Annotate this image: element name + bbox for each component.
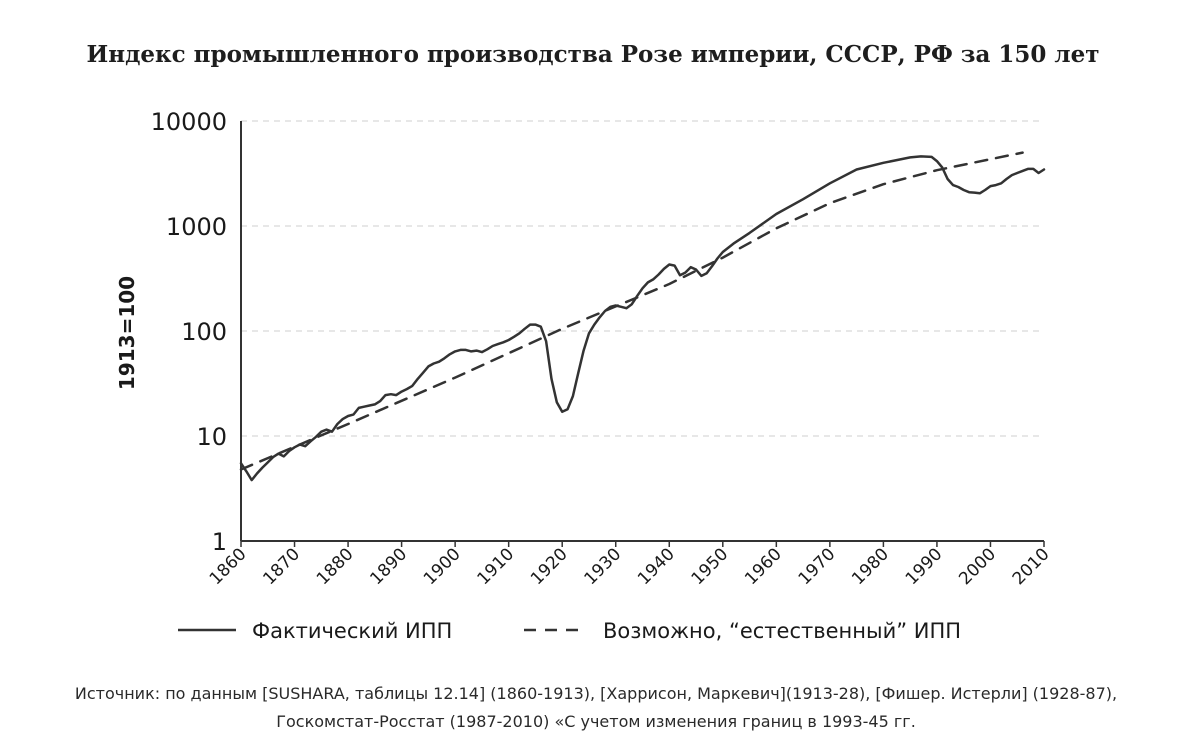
x-tick-label: 1950 — [688, 544, 733, 589]
y-tick-labels: 1 10 100 1000 10000 — [151, 108, 227, 556]
x-tick-label: 1980 — [848, 544, 893, 589]
source-line-2: Госкомстат-Росстат (1987-2010) «С учетом… — [276, 712, 916, 731]
series-lines — [239, 151, 1046, 482]
x-tick-label: 1960 — [741, 544, 786, 589]
x-tick-label: 1880 — [313, 544, 358, 589]
x-tick-label: 1910 — [473, 544, 518, 589]
grid — [241, 120, 1044, 437]
x-tick-label: 1940 — [634, 544, 679, 589]
series-line-actual — [239, 155, 1046, 482]
y-tick-label: 10 — [196, 423, 227, 451]
x-tick-label: 1990 — [902, 544, 947, 589]
y-tick-label: 10000 — [151, 108, 227, 136]
x-tick-label: 1890 — [366, 544, 411, 589]
x-tick-label: 1870 — [259, 544, 304, 589]
x-tick-label: 1920 — [527, 544, 572, 589]
chart-title: Индекс промышленного производства Розе и… — [87, 41, 1100, 68]
x-tick-label: 1970 — [795, 544, 840, 589]
x-tick-label: 1930 — [581, 544, 626, 589]
legend-label-actual: Фактический ИПП — [252, 619, 452, 643]
y-axis-label: 1913=100 — [115, 276, 139, 390]
series-line-natural — [239, 151, 1024, 471]
x-tick-label: 2000 — [955, 544, 1000, 589]
x-tick-label: 1900 — [420, 544, 465, 589]
y-tick-label: 1000 — [166, 213, 227, 241]
legend-label-natural: Возможно, “естественный” ИПП — [603, 619, 961, 643]
source-line-1: Источник: по данным [SUSHARA, таблицы 12… — [75, 684, 1117, 703]
legend: Фактический ИПП Возможно, “естественный”… — [178, 619, 961, 643]
x-tick-labels: 1860 1870 1880 1890 1900 1910 1920 1930 1940 1950… — [206, 541, 1054, 589]
x-tick-label: 2010 — [1009, 544, 1054, 589]
y-tick-label: 1 — [212, 528, 227, 556]
y-tick-label: 100 — [181, 318, 227, 346]
